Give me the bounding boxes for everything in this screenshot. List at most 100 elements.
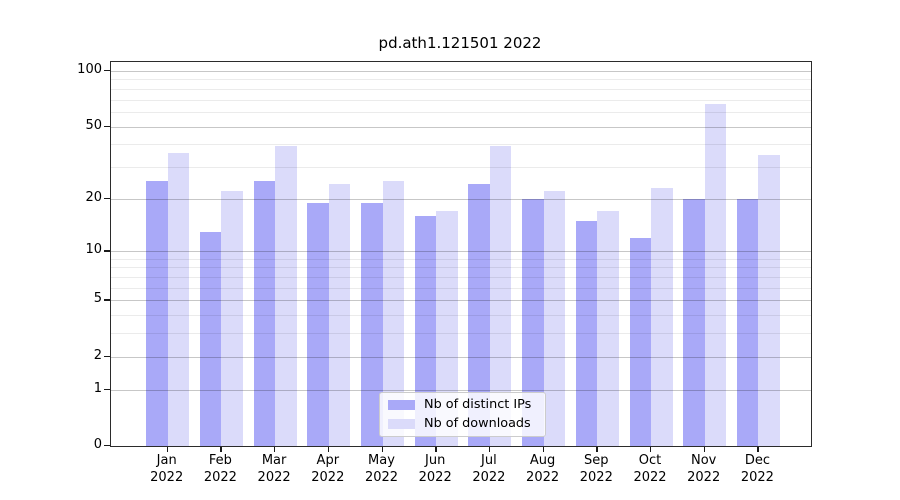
x-tick-year: 2022 [633, 470, 667, 485]
y-tick-label-5: 5 [93, 291, 102, 307]
y-tick-mark-10 [104, 250, 110, 252]
gridline-major-50 [111, 126, 811, 128]
y-tick-mark-2 [104, 355, 110, 358]
x-tick-year: 2022 [687, 470, 721, 485]
x-tick-mark-aug [542, 447, 544, 452]
x-tick-mark-jun [435, 447, 437, 452]
bar-nb-of-distinct-ips-apr [307, 202, 329, 446]
bar-nb-of-downloads-jun [436, 211, 458, 446]
bar-nb-of-distinct-ips-jul [468, 184, 490, 446]
y-tick-label-50: 50 [85, 117, 102, 133]
legend-swatch-downloads [388, 419, 415, 429]
x-tick-mark-mar [274, 447, 276, 452]
gridline-minor-80 [111, 88, 811, 90]
legend: Nb of distinct IPs Nb of downloads [379, 392, 546, 437]
legend-item-distinct-ips: Nb of distinct IPs [380, 397, 545, 413]
gridline-minor-8 [111, 267, 811, 269]
x-tick-year: 2022 [526, 470, 560, 485]
gridline-minor-70 [111, 99, 811, 101]
x-tick-month: May [368, 453, 395, 468]
x-tick-month: Aug [529, 453, 556, 468]
gridline-minor-90 [111, 79, 811, 81]
bar-nb-of-distinct-ips-jan [146, 181, 168, 446]
x-tick-month: Mar [261, 453, 287, 468]
y-tick-label-0: 0 [93, 437, 102, 452]
x-tick-mark-dec [757, 447, 759, 452]
bar-nb-of-downloads-apr [328, 184, 351, 446]
bar-nb-of-downloads-jul [489, 146, 512, 446]
gridline-minor-6 [111, 287, 811, 289]
x-tick-month: Oct [638, 453, 662, 468]
x-tick-label-dec: Dec 2022 [725, 452, 789, 486]
bar-nb-of-distinct-ips-aug [522, 198, 544, 446]
y-tick-label-10: 10 [85, 242, 102, 258]
bar-nb-of-downloads-oct [651, 187, 673, 446]
x-tick-year: 2022 [579, 470, 613, 485]
x-tick-year: 2022 [150, 470, 184, 485]
bar-nb-of-downloads-dec [758, 154, 780, 446]
bar-nb-of-distinct-ips-may [361, 202, 383, 446]
gridline-major-10 [111, 251, 811, 253]
x-tick-month: Jul [481, 453, 497, 468]
x-tick-year: 2022 [472, 470, 506, 485]
x-tick-year: 2022 [257, 470, 291, 485]
x-tick-year: 2022 [203, 470, 237, 485]
x-tick-month: Feb [208, 453, 232, 468]
bar-nb-of-distinct-ips-feb [199, 231, 222, 446]
x-tick-mark-jul [488, 447, 491, 452]
x-tick-label-sep: Sep 2022 [564, 452, 628, 486]
x-tick-label-aug: Aug 2022 [511, 452, 575, 486]
y-tick-label-1: 1 [93, 380, 102, 396]
x-tick-year: 2022 [364, 470, 399, 485]
x-tick-label-jun: Jun 2022 [403, 452, 467, 486]
bar-nb-of-distinct-ips-oct [629, 237, 651, 446]
x-tick-month: Jun [425, 453, 446, 468]
x-tick-label-may: May 2022 [350, 452, 414, 486]
gridline-minor-4 [111, 315, 811, 317]
bar-nb-of-downloads-jan [167, 152, 190, 446]
x-tick-label-oct: Oct 2022 [618, 452, 682, 486]
x-tick-mark-sep [596, 447, 598, 452]
gridline-minor-3 [111, 333, 811, 335]
x-tick-mark-feb [220, 447, 222, 452]
y-tick-mark-50 [104, 125, 110, 127]
x-tick-year: 2022 [311, 470, 345, 485]
bar-nb-of-downloads-mar [275, 146, 297, 446]
x-tick-month: Dec [744, 453, 770, 468]
x-tick-label-nov: Nov 2022 [672, 452, 736, 486]
chart-title: pd.ath1.121501 2022 [378, 34, 542, 52]
gridline-major-5 [111, 300, 811, 302]
x-tick-month: Sep [584, 453, 609, 468]
y-tick-mark-5 [104, 299, 110, 301]
y-tick-label-20: 20 [85, 189, 102, 205]
x-tick-mark-nov [703, 447, 706, 452]
y-tick-mark-20 [104, 197, 110, 199]
x-tick-label-apr: Apr 2022 [296, 452, 360, 486]
x-tick-label-jan: Jan 2022 [135, 452, 199, 486]
x-tick-mark-oct [650, 447, 652, 452]
x-tick-label-mar: Mar 2022 [242, 452, 306, 486]
gridline-major-2 [111, 356, 811, 358]
y-tick-label-2: 2 [93, 347, 102, 363]
bar-nb-of-distinct-ips-dec [736, 198, 759, 446]
bar-nb-of-distinct-ips-sep [575, 220, 598, 446]
y-tick-label-100: 100 [77, 62, 102, 77]
bar-nb-of-downloads-sep [597, 211, 619, 446]
gridline-minor-60 [111, 111, 811, 113]
x-tick-label-jul: Jul 2022 [457, 452, 521, 486]
legend-label-downloads: Nb of downloads [424, 416, 531, 431]
gridline-minor-7 [111, 277, 811, 279]
x-tick-year: 2022 [740, 470, 774, 485]
x-tick-label-feb: Feb 2022 [188, 452, 252, 486]
gridline-major-100 [111, 71, 811, 72]
y-tick-mark-0 [104, 445, 110, 447]
y-tick-mark-100 [104, 70, 110, 72]
legend-item-downloads: Nb of downloads [380, 416, 545, 432]
gridline-major-1 [111, 389, 811, 391]
bar-nb-of-downloads-feb [221, 191, 243, 446]
bar-nb-of-downloads-nov [704, 104, 727, 446]
x-tick-month: Jan [156, 453, 177, 468]
x-tick-month: Apr [316, 453, 340, 468]
bar-nb-of-distinct-ips-nov [683, 198, 705, 446]
